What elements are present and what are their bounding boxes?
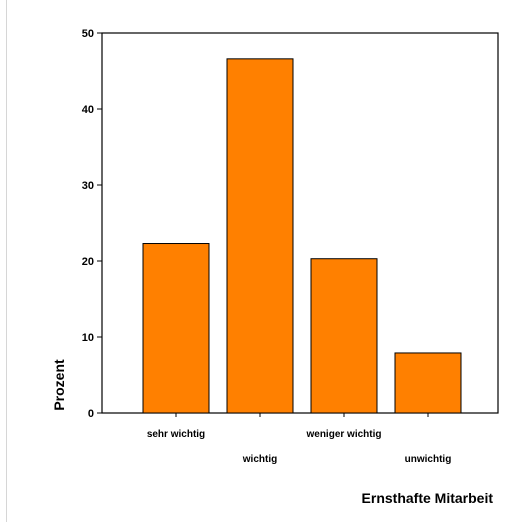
x-tick-label: sehr wichtig [147,429,205,440]
bar-weniger-wichtig [310,258,378,414]
bar-unwichtig [394,352,462,414]
x-axis-title: Ernsthafte Mitarbeit [362,490,494,506]
left-divider [6,0,7,522]
x-tick-label: unwichtig [405,454,452,465]
y-tick-label: 30 [82,180,94,192]
bar-wichtig [226,58,294,414]
bars [142,58,462,414]
y-axis-ticks: 0 10 20 30 40 50 [82,28,102,420]
plot-frame [101,32,499,414]
x-axis-ticks: sehr wichtig wichtig weniger wichtig unwich… [147,413,452,465]
x-tick-label: wichtig [242,454,277,465]
y-tick-label: 10 [82,332,94,344]
y-tick-label: 50 [82,28,94,40]
bar-sehr-wichtig [142,243,210,414]
y-tick-label: 20 [82,256,94,268]
y-tick-label: 0 [88,408,94,420]
y-tick-label: 40 [82,104,94,116]
y-axis-title: Prozent [51,359,67,411]
x-tick-label: weniger wichtig [305,429,381,440]
